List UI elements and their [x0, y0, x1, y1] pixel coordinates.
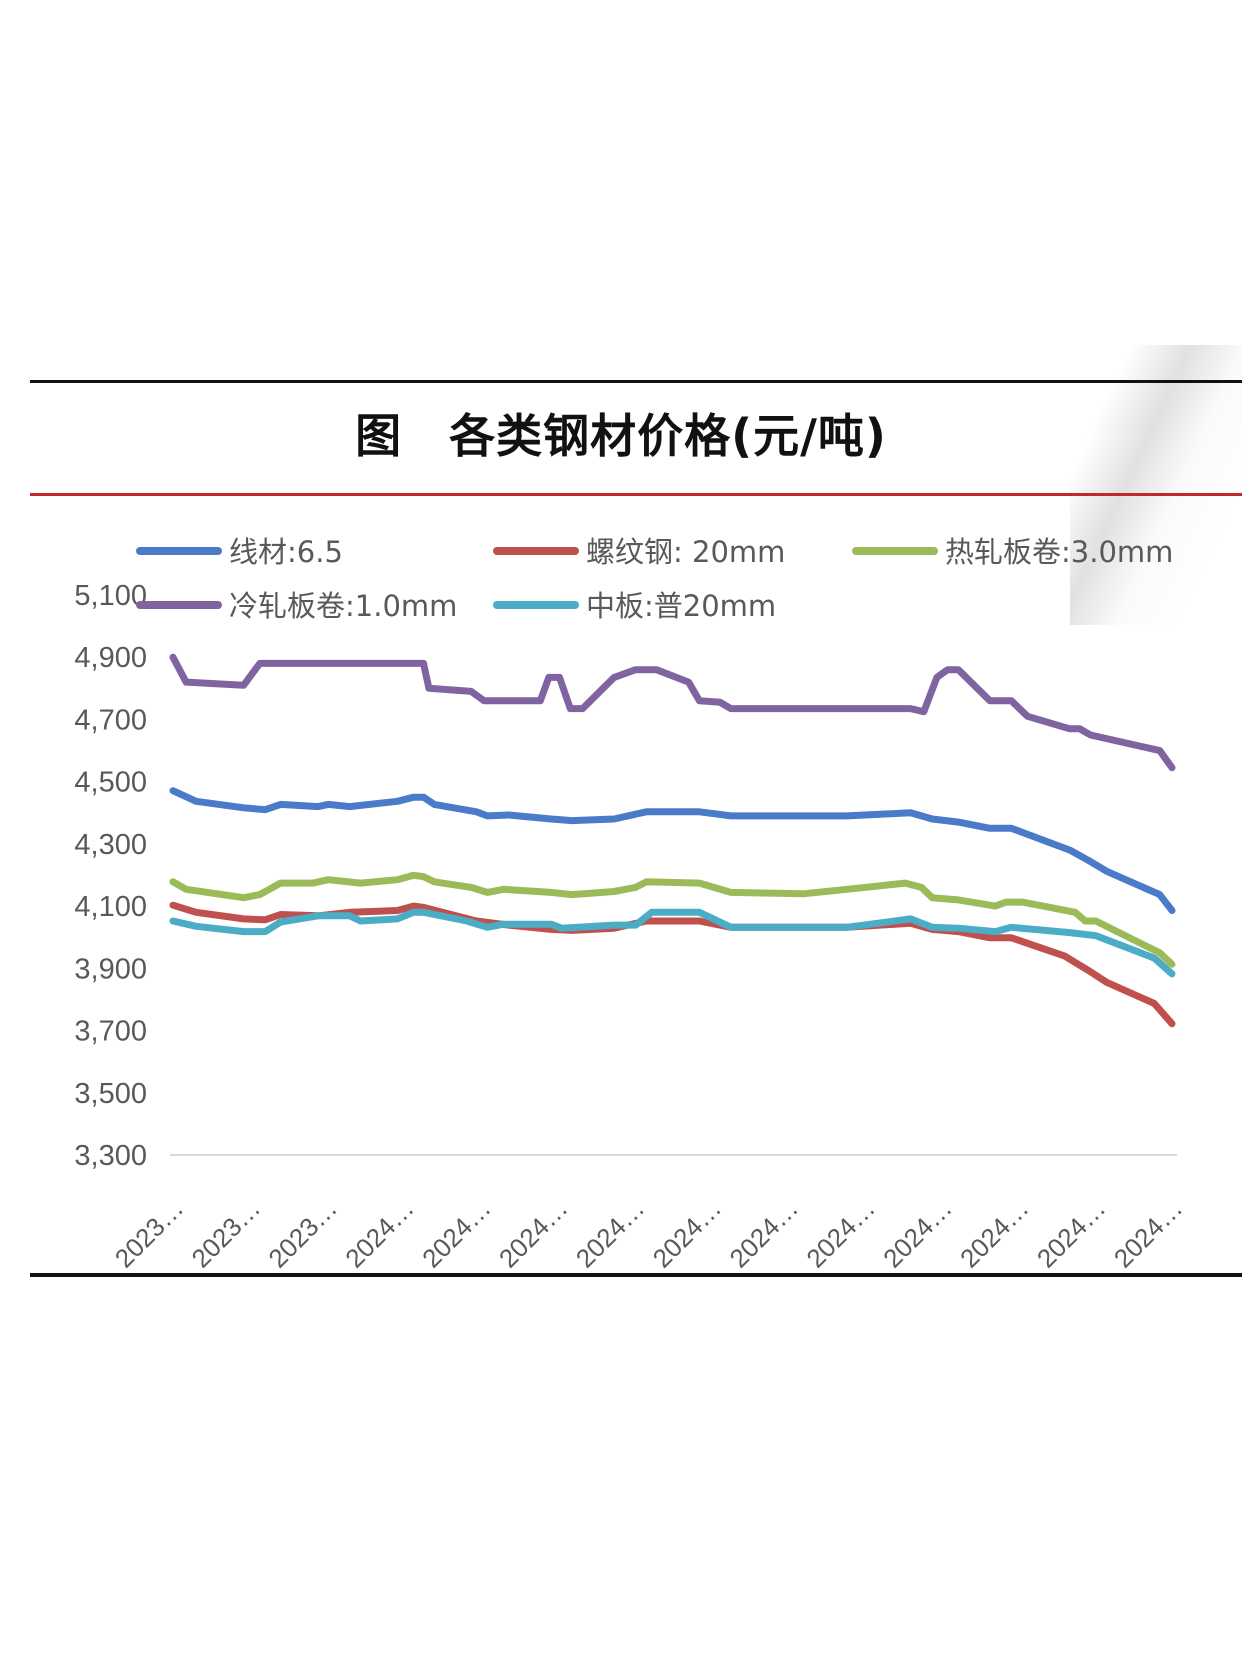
- x-tick-label: 2024…: [570, 1193, 650, 1273]
- y-tick-label: 5,100: [74, 580, 147, 612]
- bottom-rule: [30, 1273, 1242, 1277]
- legend-label: 螺纹钢: 20mm: [586, 535, 785, 569]
- x-tick-label: 2024…: [339, 1193, 419, 1273]
- x-tick-label: 2024…: [493, 1193, 573, 1273]
- title-underline-rule: [30, 493, 1242, 496]
- x-tick-label: 2024…: [1031, 1193, 1111, 1273]
- x-tick-label: 2023…: [186, 1193, 266, 1273]
- legend-label: 热轧板卷:3.0mm: [945, 535, 1173, 569]
- y-tick-label: 3,500: [74, 1078, 147, 1110]
- x-tick-label: 2023…: [109, 1193, 189, 1273]
- series-line-3: [169, 871, 1176, 968]
- x-tick-label: 2024…: [416, 1193, 496, 1273]
- x-tick-label: 2024…: [954, 1193, 1034, 1273]
- x-tick-label: 2024…: [877, 1193, 957, 1273]
- y-tick-label: 3,300: [74, 1140, 147, 1172]
- y-tick-label: 3,900: [74, 953, 147, 985]
- x-tick-label: 2024…: [1108, 1193, 1188, 1273]
- x-tick-label: 2024…: [724, 1193, 804, 1273]
- series-line-2: [169, 901, 1176, 1028]
- y-tick-label: 4,500: [74, 767, 147, 799]
- y-tick-label: 4,900: [74, 642, 147, 674]
- y-tick-label: 3,700: [74, 1016, 147, 1048]
- y-tick-label: 4,100: [74, 891, 147, 923]
- legend-label: 冷轧板卷:1.0mm: [229, 589, 457, 623]
- legend-label: 线材:6.5: [229, 535, 343, 569]
- y-tick-label: 4,300: [74, 829, 147, 861]
- x-tick-label: 2023…: [262, 1193, 342, 1273]
- series-line-1: [169, 787, 1176, 914]
- y-tick-label: 4,700: [74, 704, 147, 736]
- page-shadow-decoration: [1070, 345, 1242, 625]
- chart-title: 图 各类钢材价格(元/吨): [355, 409, 887, 463]
- series-line-5: [169, 908, 1176, 978]
- top-rule: [30, 380, 1242, 383]
- x-tick-label: 2024…: [647, 1193, 727, 1273]
- x-tick-label: 2024…: [800, 1193, 880, 1273]
- series-line-4: [169, 653, 1176, 772]
- legend-label: 中板:普20mm: [586, 589, 776, 623]
